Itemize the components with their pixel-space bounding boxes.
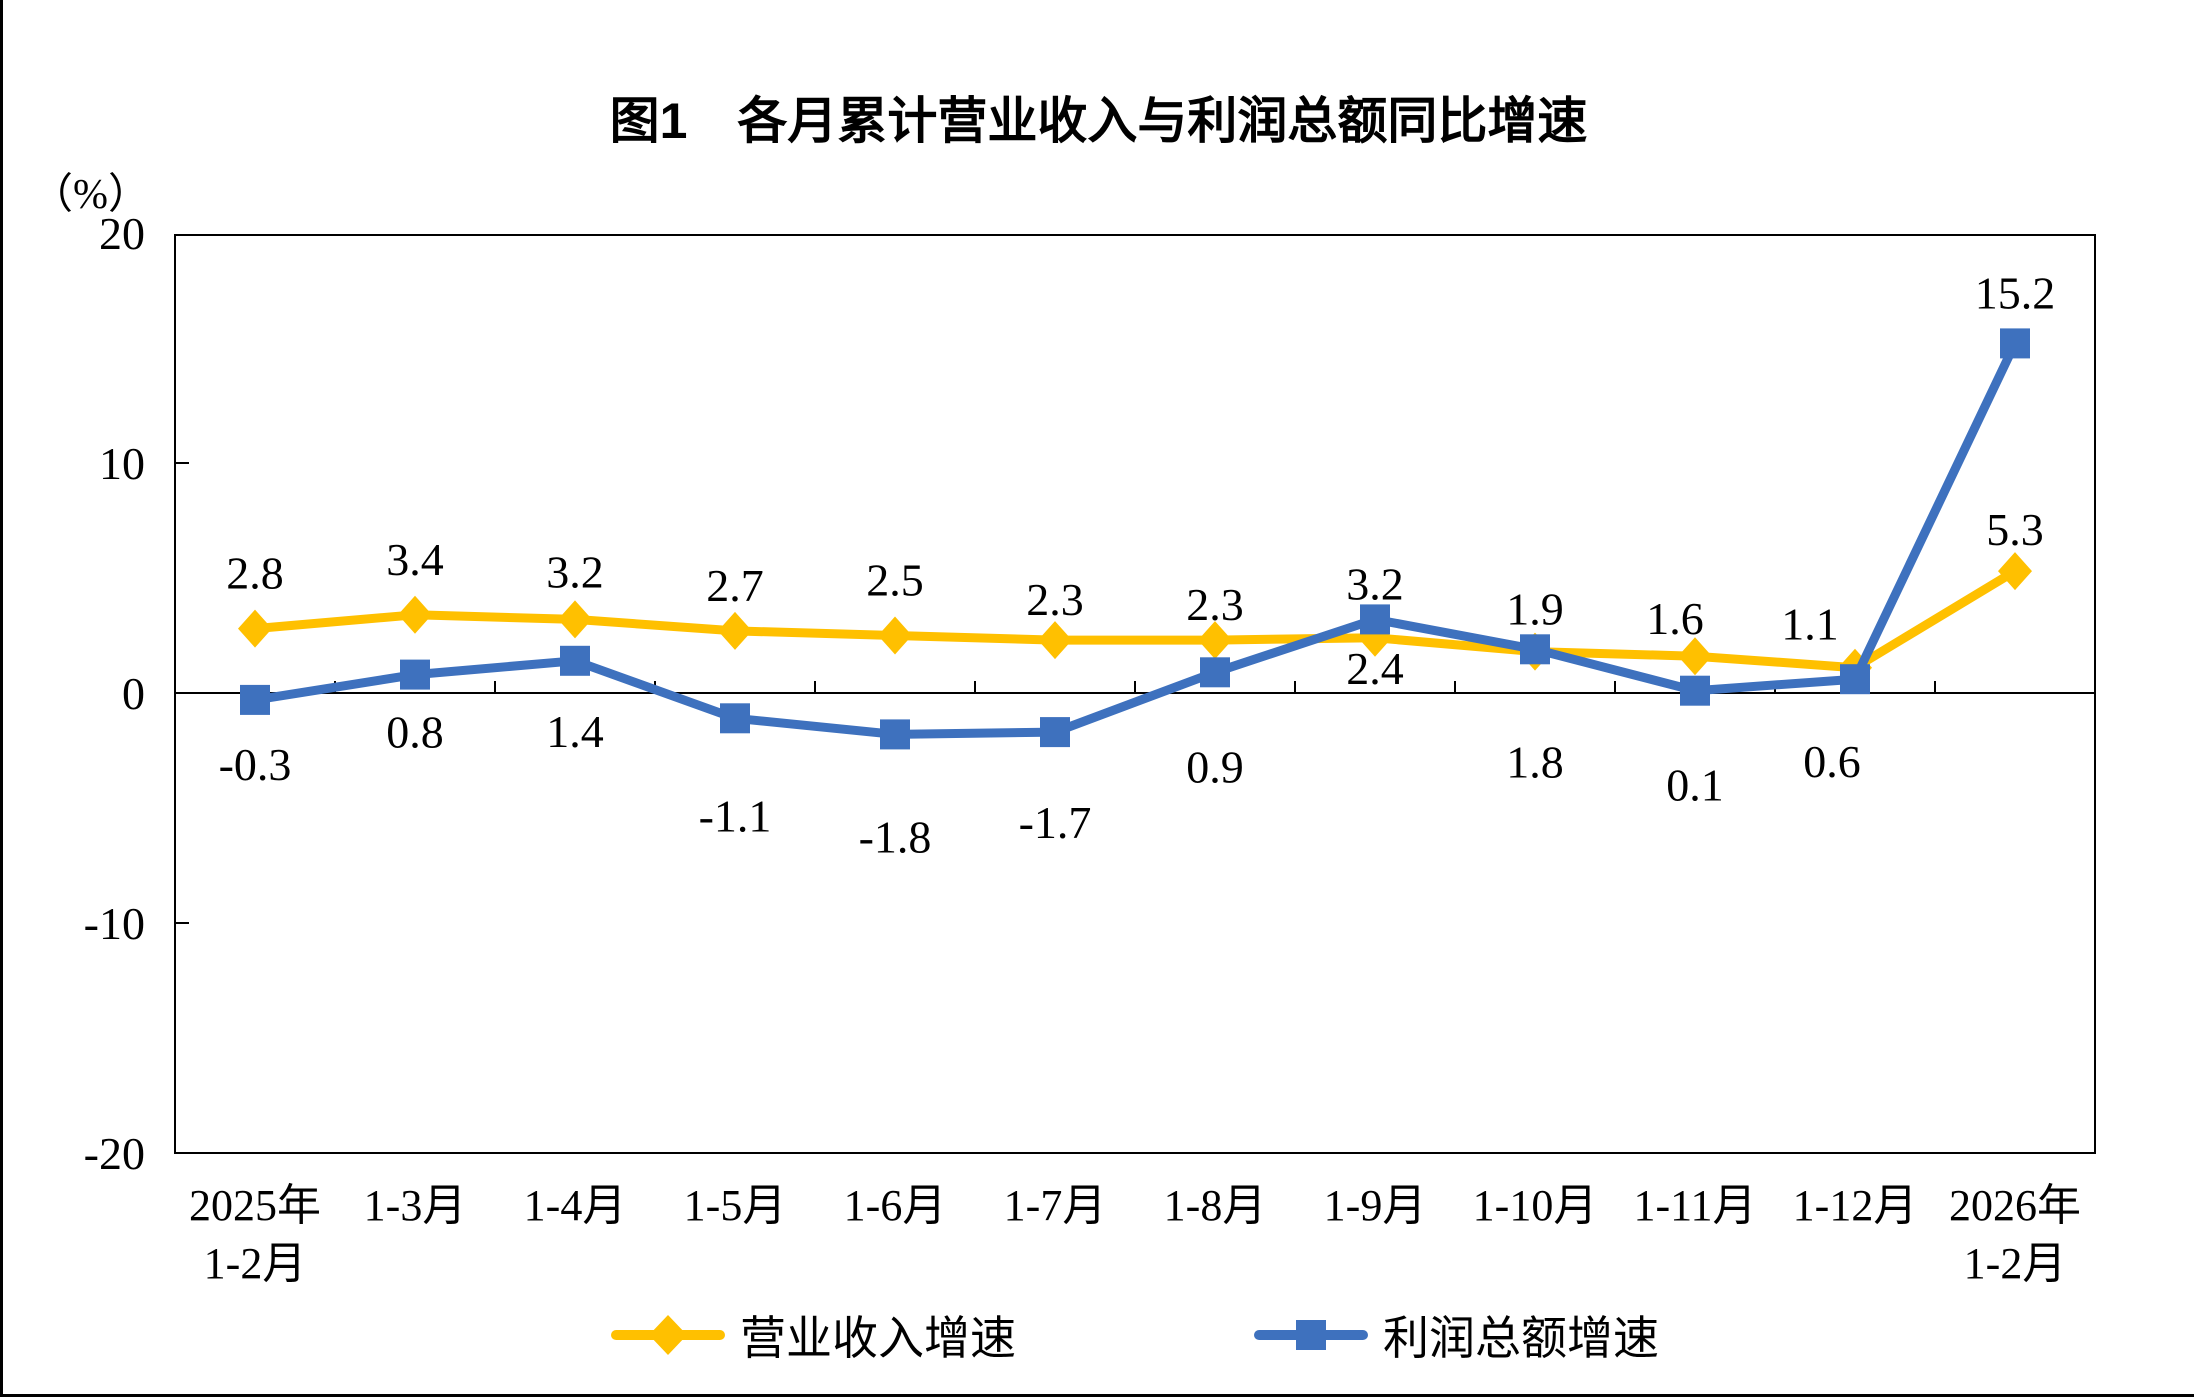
- profit-value-label: 1.9: [1506, 583, 1564, 634]
- revenue-marker: [1038, 621, 1072, 660]
- revenue-marker: [718, 611, 752, 650]
- profit-value-label: -0.3: [219, 739, 292, 790]
- revenue-value-label: 3.2: [546, 546, 604, 597]
- revenue-value-label: 3.4: [386, 534, 444, 585]
- revenue-value-label: 5.3: [1986, 504, 2044, 555]
- profit-marker: [720, 703, 750, 734]
- profit-legend-label: 利润总额增速: [1383, 1313, 1659, 1364]
- profit-value-label: 3.2: [1346, 558, 1404, 609]
- profit-marker: [1040, 717, 1070, 748]
- legend: 营业收入增速 利润总额增速: [3, 1302, 2194, 1368]
- x-category-label: 1-12月: [1793, 1181, 1918, 1230]
- revenue-value-label: 2.3: [1186, 579, 1244, 630]
- profit-value-label: 0.6: [1803, 736, 1861, 787]
- profit-value-label: 15.2: [1975, 267, 2056, 318]
- profit-value-label: 0.8: [386, 707, 444, 758]
- x-category-label: 1-2月: [204, 1239, 307, 1288]
- profit-marker: [560, 645, 590, 676]
- x-category-label: 1-9月: [1324, 1181, 1427, 1230]
- profit-series-line: [250, 338, 2020, 739]
- x-category-label: 1-8月: [1164, 1181, 1267, 1230]
- y-tick-label: 20: [99, 208, 145, 259]
- revenue-value-label: 1.1: [1781, 599, 1839, 650]
- y-tick-label: 10: [99, 438, 145, 489]
- revenue-value-label: 1.8: [1506, 737, 1564, 788]
- x-category-label: 1-11月: [1633, 1181, 1756, 1230]
- profit-marker: [2000, 328, 2030, 359]
- profit-value-label: 0.9: [1186, 741, 1244, 792]
- y-axis-unit-label: （%）: [31, 172, 150, 218]
- revenue-marker: [238, 609, 272, 648]
- profit-marker: [1840, 664, 1870, 695]
- revenue-value-label: 2.8: [226, 548, 284, 599]
- legend-item-profit: 利润总额增速: [1251, 1302, 1659, 1368]
- x-category-label: 1-10月: [1473, 1181, 1598, 1230]
- profit-value-label: 0.1: [1666, 760, 1724, 811]
- profit-marker: [1360, 604, 1390, 635]
- x-category-label: 2026年: [1949, 1181, 2081, 1230]
- x-category-label: 1-3月: [364, 1181, 467, 1230]
- y-tick-label: -10: [84, 898, 145, 949]
- profit-value-label: -1.8: [859, 811, 932, 862]
- profit-marker: [400, 659, 430, 690]
- revenue-value-label: 2.4: [1346, 643, 1404, 694]
- profit-value-label: 1.4: [546, 706, 604, 757]
- legend-item-revenue: 营业收入增速: [608, 1302, 1016, 1368]
- revenue-legend-label: 营业收入增速: [740, 1313, 1016, 1364]
- profit-value-label: -1.1: [699, 790, 772, 841]
- x-category-label: 1-2月: [1964, 1239, 2067, 1288]
- profit-value-label: -1.7: [1019, 797, 1092, 848]
- profit-marker: [240, 684, 270, 715]
- revenue-marker: [398, 595, 432, 634]
- chart-title: 图1 各月累计营业收入与利润总额同比增速: [609, 93, 1588, 149]
- x-category-label: 1-5月: [684, 1181, 787, 1230]
- revenue-value-label: 2.5: [866, 555, 924, 606]
- revenue-marker: [878, 616, 912, 655]
- revenue-series-line: [250, 566, 2020, 673]
- x-category-label: 2025年: [189, 1181, 321, 1230]
- profit-legend-marker-icon: [1254, 1320, 1368, 1350]
- profit-marker: [1680, 675, 1710, 706]
- revenue-legend-marker-icon: [611, 1315, 725, 1355]
- profit-marker: [1200, 657, 1230, 688]
- revenue-marker: [1198, 621, 1232, 660]
- revenue-value-label: 2.3: [1026, 574, 1084, 625]
- revenue-value-label: 2.7: [706, 560, 764, 611]
- x-category-label: 1-4月: [524, 1181, 627, 1230]
- profit-marker: [1520, 634, 1550, 665]
- revenue-marker: [1998, 552, 2032, 591]
- x-category-label: 1-6月: [844, 1181, 947, 1230]
- y-tick-label: -20: [84, 1128, 145, 1179]
- line-chart: 20 10 0 -10 -20 2025年 1-2月 1-3月 1-4月 1-5月 1-6月 1-7月…: [84, 208, 2096, 1288]
- revenue-marker: [1678, 637, 1712, 676]
- revenue-value-label: 1.6: [1646, 593, 1704, 644]
- x-category-label: 1-7月: [1004, 1181, 1107, 1230]
- profit-marker: [880, 719, 910, 750]
- y-tick-label: 0: [122, 668, 145, 719]
- revenue-marker: [558, 600, 592, 639]
